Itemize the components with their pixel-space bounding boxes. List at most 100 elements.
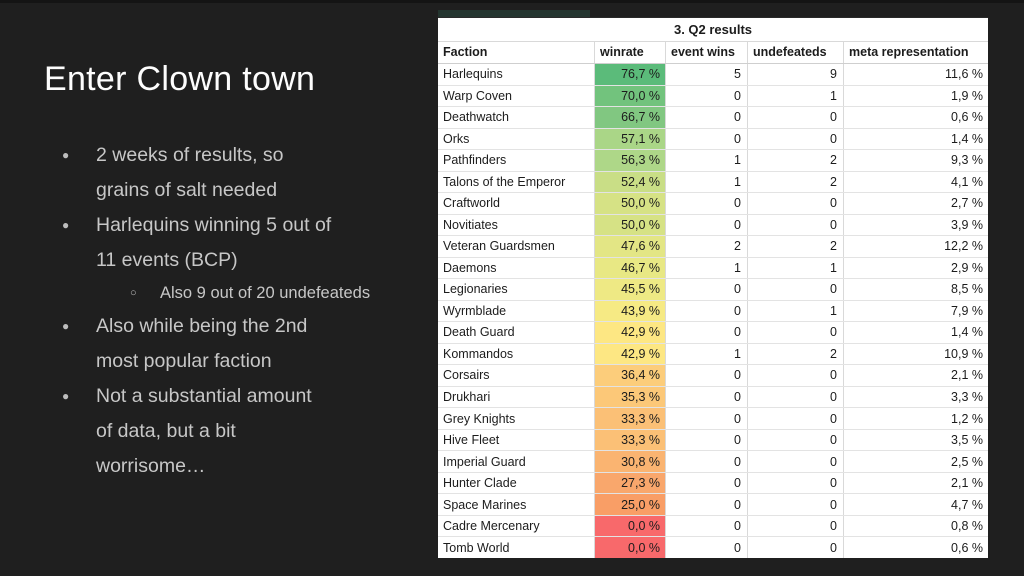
faction-cell: Orks xyxy=(443,131,470,146)
undefeateds-cell: 0 xyxy=(747,322,843,343)
event-wins-cell: 2 xyxy=(665,236,747,257)
faction-cell: Novitiates xyxy=(443,217,498,232)
faction-cell: Craftworld xyxy=(443,196,500,211)
bullet-item: ● Also while being the 2nd most popular fa… xyxy=(62,309,442,379)
event-wins-cell: 1 xyxy=(665,257,747,279)
event-wins-cell: 0 xyxy=(665,214,747,236)
faction-cell: Wyrmblade xyxy=(443,303,507,318)
faction-cell: Drukhari xyxy=(443,389,491,404)
bullet-dot-icon: ● xyxy=(62,218,70,232)
winrate-cell: 52,4 % xyxy=(594,171,665,193)
undefeateds-cell: 2 xyxy=(747,171,843,193)
bullet-text: Also while being the 2nd most popular fac… xyxy=(96,309,307,379)
faction-cell: Kommandos xyxy=(443,346,514,361)
bullet-line: Also while being the 2nd xyxy=(96,315,308,337)
event-wins-cell: 0 xyxy=(665,85,747,107)
faction-cell: Corsairs xyxy=(443,368,490,383)
bullet-dot-icon: ● xyxy=(62,319,70,333)
bullet-item: ● Not a substantial amount of data, but a … xyxy=(62,379,442,484)
bullet-line: of data, but a bit xyxy=(96,420,236,442)
col-header-winrate: winrate xyxy=(594,42,665,63)
faction-cell: Veteran Guardsmen xyxy=(443,239,555,254)
faction-cell: Death Guard xyxy=(443,325,515,340)
table-row: Hunter Clade 27,3 % 0 0 2,1 % xyxy=(438,472,988,495)
winrate-cell: 50,0 % xyxy=(594,193,665,214)
undefeateds-cell: 0 xyxy=(747,408,843,429)
table-row: Warp Coven 70,0 % 0 1 1,9 % xyxy=(438,85,988,108)
faction-cell: Imperial Guard xyxy=(443,454,526,469)
col-header-undefeateds: undefeateds xyxy=(747,42,843,63)
bullet-text: Also 9 out of 20 undefeateds xyxy=(160,278,370,309)
event-wins-cell: 0 xyxy=(665,494,747,515)
bullet-dot-icon: ● xyxy=(62,148,70,162)
meta-representation-cell: 2,1 % xyxy=(843,472,988,494)
event-wins-cell: 0 xyxy=(665,322,747,343)
meta-representation-cell: 2,5 % xyxy=(843,451,988,472)
meta-representation-cell: 9,3 % xyxy=(843,150,988,171)
winrate-cell: 42,9 % xyxy=(594,322,665,343)
table-row: Craftworld 50,0 % 0 0 2,7 % xyxy=(438,193,988,215)
bullet-line: worrisome… xyxy=(96,455,206,477)
winrate-cell: 36,4 % xyxy=(594,365,665,386)
meta-representation-cell: 2,1 % xyxy=(843,365,988,386)
meta-representation-cell: 1,2 % xyxy=(843,408,988,429)
meta-representation-cell: 12,2 % xyxy=(843,236,988,257)
winrate-cell: 46,7 % xyxy=(594,257,665,279)
meta-representation-cell: 1,9 % xyxy=(843,85,988,107)
table-header-row: Faction winrate event wins undefeateds m… xyxy=(438,42,988,64)
col-header-event-wins: event wins xyxy=(665,42,747,63)
table-row: Cadre Mercenary 0,0 % 0 0 0,8 % xyxy=(438,515,988,538)
table-row: Talons of the Emperor 52,4 % 1 2 4,1 % xyxy=(438,171,988,194)
table-row: Orks 57,1 % 0 0 1,4 % xyxy=(438,128,988,151)
bullet-line: 2 weeks of results, so xyxy=(96,144,284,166)
winrate-cell: 70,0 % xyxy=(594,85,665,107)
meta-representation-cell: 11,6 % xyxy=(843,64,988,85)
meta-representation-cell: 1,4 % xyxy=(843,128,988,150)
winrate-cell: 57,1 % xyxy=(594,128,665,150)
meta-representation-cell: 3,3 % xyxy=(843,386,988,408)
winrate-cell: 45,5 % xyxy=(594,279,665,300)
table-row: Kommandos 42,9 % 1 2 10,9 % xyxy=(438,343,988,366)
event-wins-cell: 0 xyxy=(665,128,747,150)
event-wins-cell: 5 xyxy=(665,64,747,85)
faction-cell: Cadre Mercenary xyxy=(443,519,540,534)
event-wins-cell: 0 xyxy=(665,451,747,472)
sub-bullet-item: ○ Also 9 out of 20 undefeateds xyxy=(130,278,442,309)
meta-representation-cell: 0,8 % xyxy=(843,515,988,537)
slide-title: Enter Clown town xyxy=(44,60,316,98)
bullet-text: Not a substantial amount of data, but a b… xyxy=(96,379,312,484)
event-wins-cell: 0 xyxy=(665,408,747,429)
col-header-meta-representation: meta representation xyxy=(843,42,988,63)
faction-cell: Warp Coven xyxy=(443,88,513,103)
event-wins-cell: 0 xyxy=(665,472,747,494)
winrate-cell: 33,3 % xyxy=(594,408,665,429)
winrate-cell: 35,3 % xyxy=(594,386,665,408)
faction-cell: Legionaries xyxy=(443,282,508,297)
bullet-line: 11 events (BCP) xyxy=(96,249,238,271)
undefeateds-cell: 1 xyxy=(747,300,843,322)
winrate-cell: 0,0 % xyxy=(594,515,665,537)
sub-bullet-circle-icon: ○ xyxy=(130,287,137,299)
event-wins-cell: 0 xyxy=(665,300,747,322)
meta-representation-cell: 0,6 % xyxy=(843,107,988,128)
undefeateds-cell: 9 xyxy=(747,64,843,85)
faction-cell: Daemons xyxy=(443,260,497,275)
faction-table-body: Harlequins 76,7 % 5 9 11,6 % Warp Coven 70,0 %… xyxy=(438,64,988,558)
undefeateds-cell: 0 xyxy=(747,494,843,515)
top-edge-shadow xyxy=(0,0,1024,3)
bullet-line: Not a substantial amount xyxy=(96,385,312,407)
meta-representation-cell: 2,7 % xyxy=(843,193,988,214)
bullet-dot-icon: ● xyxy=(62,389,70,403)
undefeateds-cell: 0 xyxy=(747,515,843,537)
faction-cell: Hive Fleet xyxy=(443,433,500,448)
bullet-line: grains of salt needed xyxy=(96,179,278,201)
undefeateds-cell: 2 xyxy=(747,150,843,171)
table-row: Deathwatch 66,7 % 0 0 0,6 % xyxy=(438,107,988,129)
bullet-list: ● 2 weeks of results, so grains of salt ne… xyxy=(62,138,442,484)
table-row: Novitiates 50,0 % 0 0 3,9 % xyxy=(438,214,988,237)
meta-representation-cell: 1,4 % xyxy=(843,322,988,343)
winrate-cell: 25,0 % xyxy=(594,494,665,515)
winrate-cell: 76,7 % xyxy=(594,64,665,85)
meta-representation-cell: 10,9 % xyxy=(843,343,988,365)
